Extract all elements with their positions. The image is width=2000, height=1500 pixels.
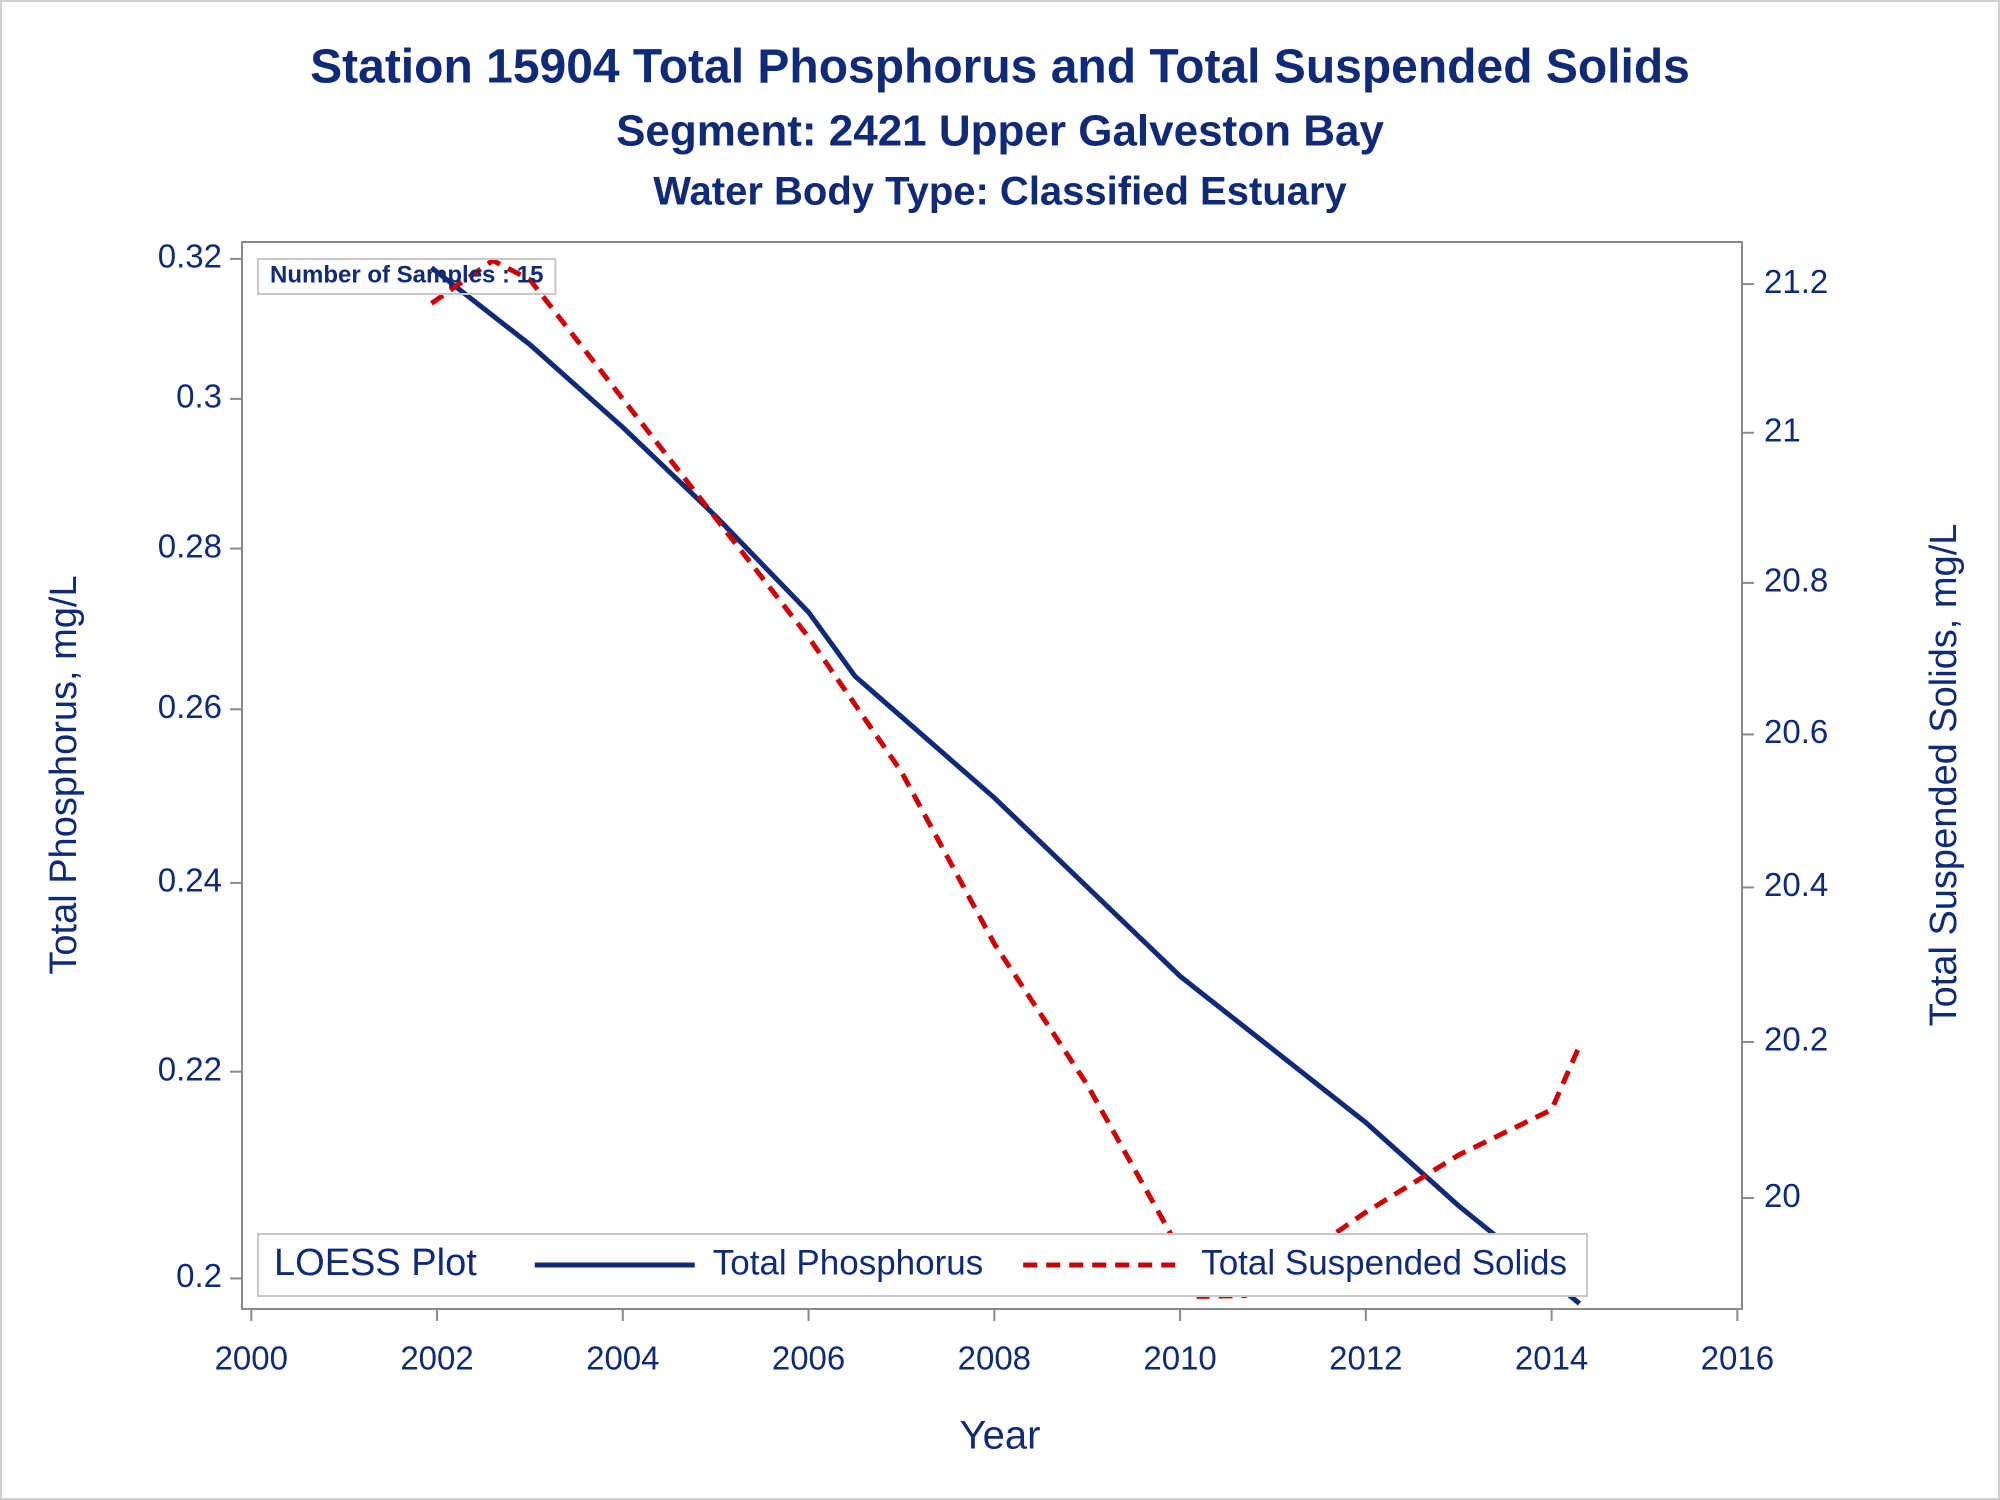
x-tick-label: 2016 bbox=[1701, 1340, 1774, 1377]
y2-tick-label: 21 bbox=[1764, 412, 1801, 449]
y2-tick-label: 20 bbox=[1764, 1177, 1801, 1214]
annotation-box bbox=[257, 258, 557, 295]
legend-title: LOESS Plot bbox=[274, 1242, 477, 1284]
x-tick-label: 2002 bbox=[400, 1340, 473, 1377]
y-tick-label: 0.26 bbox=[158, 688, 222, 725]
x-tick-label: 2000 bbox=[215, 1340, 288, 1377]
legend-label: Total Phosphorus bbox=[713, 1243, 983, 1282]
chart-subtitle: Water Body Type: Classified Estuary bbox=[653, 170, 1347, 214]
series-line bbox=[430, 257, 1582, 1299]
x-tick-label: 2010 bbox=[1143, 1340, 1216, 1377]
y2-tick-label: 20.2 bbox=[1764, 1021, 1828, 1058]
y-axis-label: Total Phosphorus, mg/L bbox=[43, 575, 85, 974]
x-tick-label: 2006 bbox=[772, 1340, 845, 1377]
y-tick-label: 0.3 bbox=[176, 378, 222, 415]
y2-tick-label: 20.8 bbox=[1764, 562, 1828, 599]
annotation: Number of Samples : 15 bbox=[270, 261, 543, 288]
y-tick-label: 0.2 bbox=[176, 1257, 222, 1294]
x-tick-label: 2004 bbox=[586, 1340, 659, 1377]
y-tick-label: 0.24 bbox=[158, 862, 222, 899]
x-tick-label: 2008 bbox=[958, 1340, 1031, 1377]
y2-axis-label: Total Suspended Solids, mg/L bbox=[1923, 524, 1965, 1027]
x-tick-label: 2014 bbox=[1515, 1340, 1588, 1377]
x-tick-label: 2012 bbox=[1329, 1340, 1402, 1377]
legend-box bbox=[257, 1233, 1589, 1297]
x-axis-label: Year bbox=[960, 1414, 1041, 1458]
plot-frame bbox=[241, 241, 1743, 1310]
legend-label: Total Suspended Solids bbox=[1201, 1243, 1567, 1282]
chart-subtitle: Segment: 2421 Upper Galveston Bay bbox=[616, 107, 1384, 156]
chart-title: Station 15904 Total Phosphorus and Total… bbox=[310, 41, 1690, 94]
series-line bbox=[429, 265, 1582, 1306]
y-tick-label: 0.28 bbox=[158, 527, 222, 564]
y2-tick-label: 20.4 bbox=[1764, 866, 1828, 903]
y-tick-label: 0.22 bbox=[158, 1050, 222, 1087]
y-tick-label: 0.32 bbox=[158, 238, 222, 275]
y2-tick-label: 21.2 bbox=[1764, 263, 1828, 300]
y2-tick-label: 20.6 bbox=[1764, 713, 1828, 750]
